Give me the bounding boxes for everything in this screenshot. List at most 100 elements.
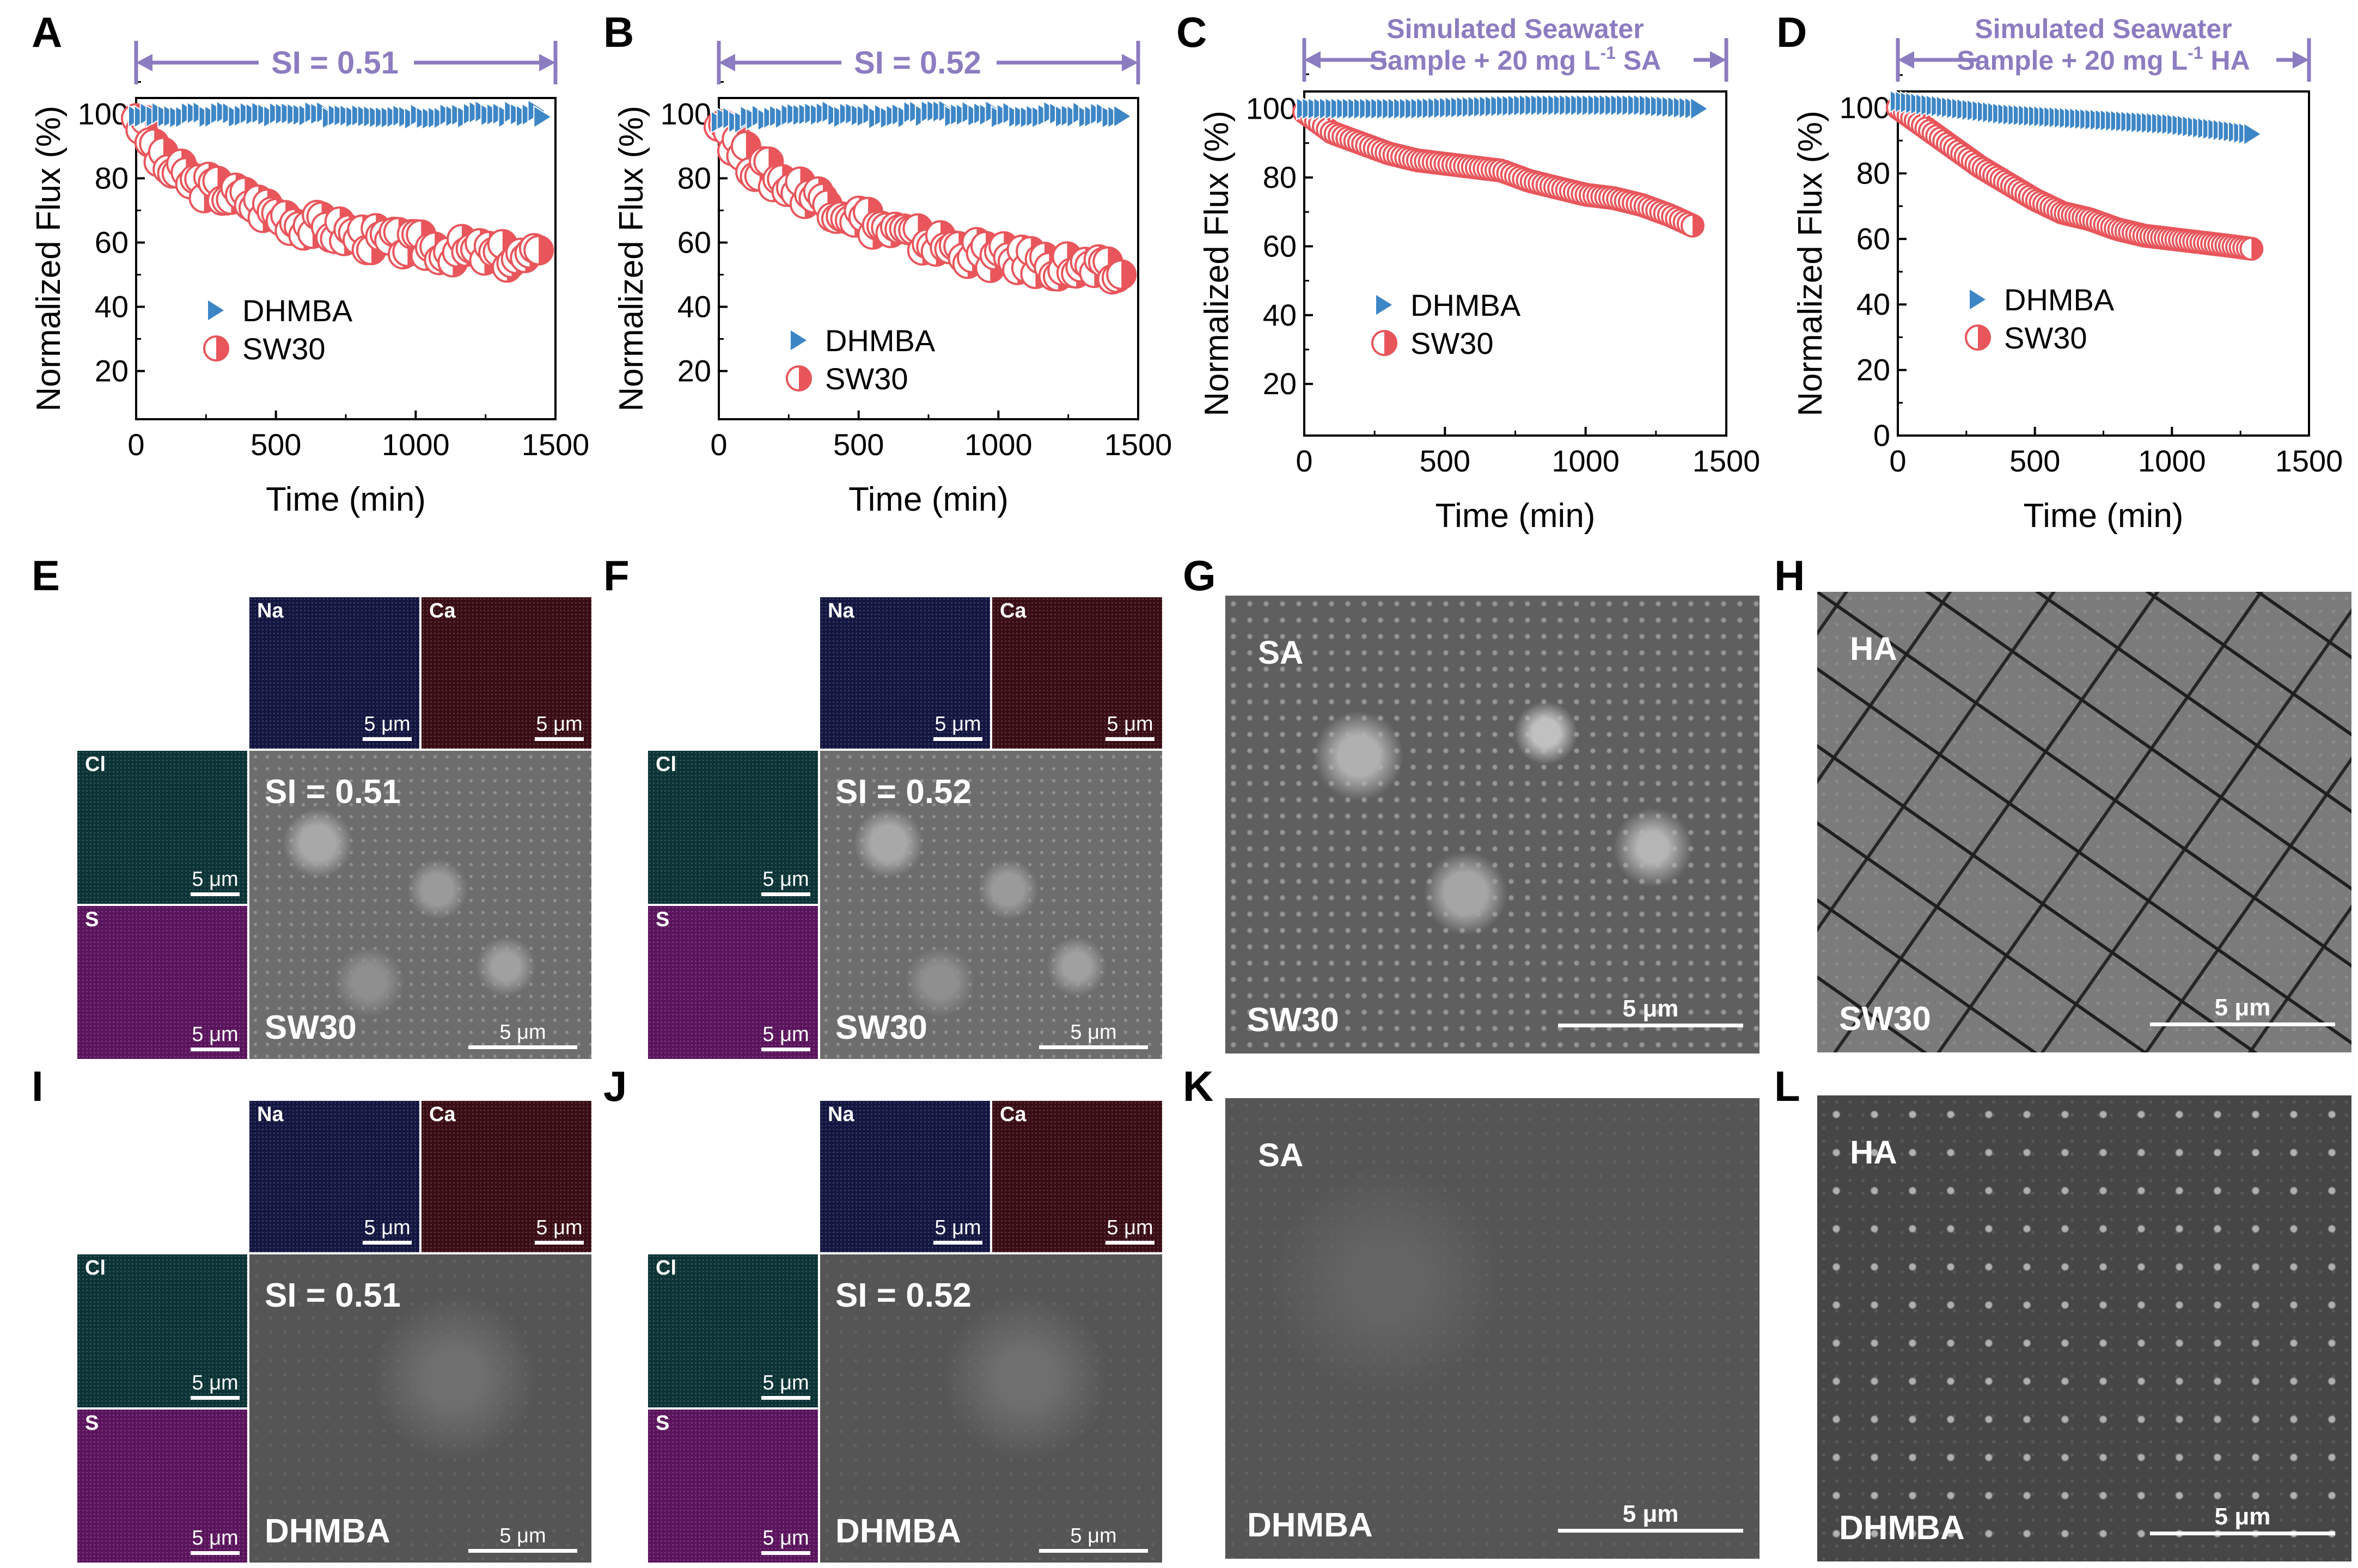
edx-s-label-j: S [656,1412,670,1435]
y-tick-label: 80 [1856,156,1890,190]
annotation-arrow-right [2293,51,2309,69]
x-tick-label: 500 [1420,444,1470,478]
edx-sem-scale-e-bar [468,1045,577,1049]
edx-ca-scale-f-text: 5 μm [1107,713,1153,736]
edx-na-scale-f-bar [933,737,982,741]
edx-na-map-e: Na 5 μm [248,596,420,750]
legend-sw30-marker [1371,330,1397,356]
edx-ca-scale-j-bar [1105,1241,1154,1245]
legend-dhmba-label: DHMBA [2004,283,2115,317]
sw30-marker [1106,259,1137,290]
sem-scale-g: 5 μm [1558,995,1743,1027]
x-tick-label: 1000 [2138,444,2206,478]
edx-ca-map-j: Ca 5 μm [991,1100,1163,1253]
edx-sem-scale-f-text: 5 μm [1070,1021,1117,1044]
edx-ca-label-e: Ca [429,599,456,622]
edx-sem-image-j: SI = 0.52 DHMBA 5 μm [819,1253,1163,1564]
y-tick-label: 100 [1246,91,1297,126]
panel-label-a: A [32,8,63,56]
panel-label-h: H [1774,552,1805,599]
edx-s-scale-j-text: 5 μm [762,1527,809,1549]
y-axis-label: Normalized Flux (%) [613,106,650,412]
x-tick-label: 0 [127,427,144,462]
edx-na-label-j: Na [828,1103,854,1126]
legend-sw30-label: SW30 [825,362,908,396]
sem-scale-text-l: 5 μm [2214,1503,2271,1530]
x-tick-label: 1500 [1104,427,1172,462]
edx-sem-scale-e: 5 μm [468,1021,577,1049]
sem-membrane-label-g: SW30 [1247,1001,1339,1039]
annotation-line1: Simulated Seawater [1386,14,1644,44]
sem-image-l: HA DHMBA 5 μm [1816,1094,2353,1563]
sem-scale-text-g: 5 μm [1622,995,1679,1022]
x-tick-label: 0 [710,427,727,462]
edx-ca-scale-e-text: 5 μm [536,713,583,736]
sw30-marker-fill [539,236,553,265]
dhmba-marker [1690,96,1709,121]
edx-cl-scale-j: 5 μm [761,1371,810,1400]
x-axis-label: Time (min) [848,481,1009,518]
edx-cl-scale-j-text: 5 μm [762,1371,809,1394]
edx-na-scale-e-bar [363,737,412,741]
legend-dhmba-marker [790,328,809,352]
edx-ca-scale-i: 5 μm [535,1216,584,1245]
edx-ca-scale-e-bar [535,737,584,741]
edx-s-scale-i: 5 μm [191,1527,240,1555]
edx-cl-scale-i-bar [191,1396,240,1400]
sem-image-g: SA SW30 5 μm [1224,595,1761,1055]
edx-s-scale-j: 5 μm [761,1527,810,1555]
edx-cl-scale-f-text: 5 μm [762,868,809,891]
edx-s-scale-f: 5 μm [761,1023,810,1051]
y-tick-label: 20 [95,354,129,388]
chart-c: 0 500 1000 1500 20 40 60 80 100 Time (min) Normali… [1198,14,1760,535]
edx-na-label-i: Na [257,1103,284,1126]
sw30-marker [1681,213,1705,238]
y-tick-label: 60 [95,225,129,260]
y-tick-label: 20 [1263,366,1297,401]
edx-cl-label-e: Cl [85,753,106,776]
annotation-arrow-left [136,54,152,71]
edx-na-scale-i: 5 μm [363,1216,412,1245]
x-tick-label: 500 [833,427,884,462]
edx-s-label-i: S [85,1412,99,1435]
sem-membrane-label-k: DHMBA [1247,1506,1373,1544]
edx-cl-scale-i: 5 μm [191,1371,240,1400]
y-axis-label: Normalized Flux (%) [30,106,68,412]
y-tick-label: 100 [661,97,711,131]
edx-ca-scale-j-text: 5 μm [1107,1216,1153,1239]
edx-na-scale-e-text: 5 μm [364,713,411,736]
panel-label-e: E [32,552,60,599]
sem-scale-bar-g [1558,1024,1743,1027]
annotation-line1: Simulated Seawater [1975,14,2232,44]
legend-sw30-label: SW30 [2004,321,2087,355]
edx-cl-scale-j-bar [761,1396,810,1400]
annotation-superscript: -1 [2188,43,2203,63]
annotation-line2-main: Sample + 20 mg L [1957,45,2188,76]
edx-s-scale-f-text: 5 μm [762,1023,809,1046]
annotation-line2: Sample + 20 mg L-1 SA [1370,43,1661,76]
edx-cl-map-i: Cl 5 μm [76,1253,248,1408]
sem-foulant-label-l: HA [1850,1134,1897,1171]
annotation-line2-main: Sample + 20 mg L [1370,45,1600,76]
edx-sem-scale-i: 5 μm [468,1524,577,1553]
panel-label-k: K [1183,1062,1214,1110]
sem-scale-l: 5 μm [2150,1503,2335,1535]
annotation-arrow-right [1710,51,1726,69]
legend-sw30-label: SW30 [1410,326,1494,360]
x-tick-label: 0 [1296,444,1312,478]
sem-scale-text-k: 5 μm [1622,1500,1679,1527]
annotation-arrow-left [719,54,735,71]
edx-s-label-e: S [85,908,99,931]
edx-ca-scale-f-bar [1105,737,1154,741]
x-tick-label: 1500 [522,427,590,462]
chart-d: 0 500 1000 1500 0 20 40 60 80 100 Time (min) Normal… [1792,14,2343,535]
dhmba-marker [533,105,553,129]
edx-ca-label-i: Ca [429,1103,456,1126]
edx-membrane-label-e: SW30 [265,1009,357,1046]
edx-sem-scale-j: 5 μm [1039,1524,1148,1553]
sem-scale-h: 5 μm [2150,994,2335,1026]
sem-scale-text-h: 5 μm [2214,994,2271,1021]
edx-cl-map-e: Cl 5 μm [76,750,248,905]
edx-s-scale-j-bar [761,1551,810,1555]
edx-na-map-j: Na 5 μm [819,1100,991,1253]
